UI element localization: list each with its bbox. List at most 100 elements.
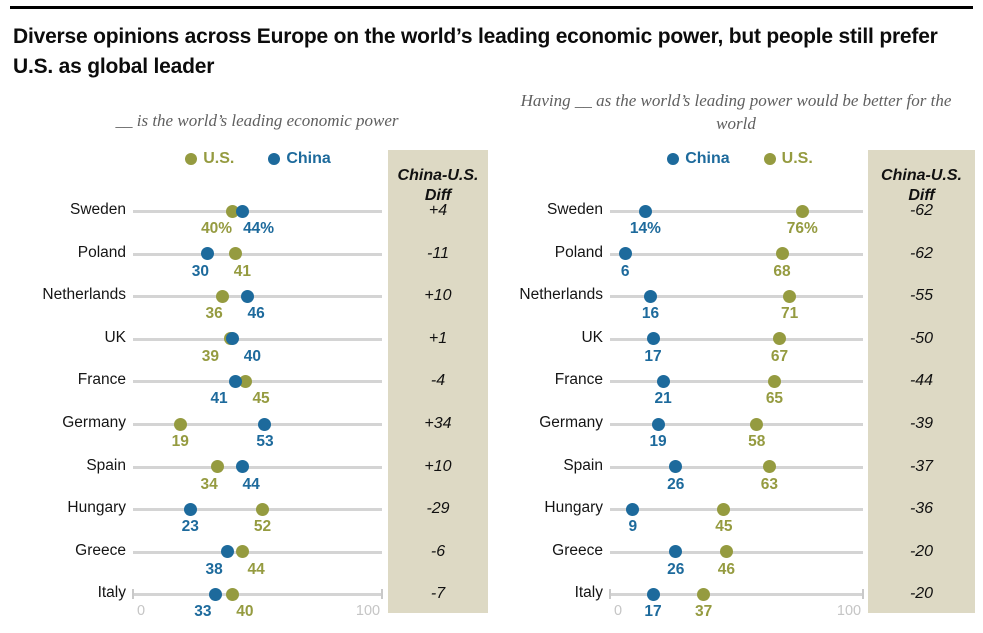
china-dot: [646, 332, 660, 346]
right-chart-legend: China U.S.: [612, 150, 868, 168]
legend-item-china: China: [268, 150, 331, 168]
china-dot: [643, 289, 657, 303]
country-label: UK: [581, 328, 603, 346]
country-label: France: [554, 371, 603, 389]
track-line: [133, 337, 382, 341]
diff-column-header: China-U.S. Diff: [397, 167, 479, 204]
diff-value: -29: [426, 500, 450, 518]
legend-item-china: China: [667, 150, 730, 168]
us-dot: [173, 417, 187, 431]
china-dot: [258, 417, 272, 431]
us-dot: [783, 289, 797, 303]
left-chart-subtitle: __ is the world’s leading economic power: [115, 111, 399, 130]
us-value-label: 63: [760, 475, 778, 493]
china-value-label: 46: [247, 305, 265, 323]
axis-start-tick: [609, 589, 611, 600]
track-line: [610, 380, 863, 384]
legend-label: China: [286, 150, 331, 167]
china-value-label: 21: [654, 390, 672, 408]
us-dot: [211, 460, 225, 474]
legend-label: U.S.: [203, 150, 235, 167]
us-dot: [255, 502, 269, 516]
us-dot: [228, 247, 242, 261]
us-dot: [762, 460, 776, 474]
china-value-label: 44%: [243, 220, 275, 237]
country-label: Poland: [554, 243, 603, 261]
left-chart-legend: U.S. China: [133, 150, 383, 168]
track-line: [133, 465, 382, 469]
country-label: Poland: [77, 243, 126, 261]
country-label: Germany: [62, 414, 126, 431]
track-line: [133, 295, 382, 299]
track-line: [610, 423, 863, 426]
us-value-label: 65: [765, 390, 784, 408]
right-diff-column: China-U.S. Diff: [868, 150, 975, 613]
axis-label-min: 0: [136, 603, 146, 620]
us-dot: [750, 417, 764, 431]
diff-column-header: China-U.S. Diff: [881, 167, 962, 204]
country-label: Italy: [97, 584, 126, 602]
country-label: UK: [104, 328, 126, 346]
china-dot: [651, 417, 665, 431]
china-dot: [236, 204, 250, 218]
track-line: [610, 593, 863, 597]
diff-value: -36: [909, 500, 934, 518]
axis-end-tick: [862, 589, 864, 600]
china-value-label: 17: [644, 347, 662, 365]
us-dot: [719, 545, 733, 559]
china-legend-dot-icon: [268, 153, 281, 165]
diff-value: +34: [424, 415, 452, 432]
china-dot: [221, 545, 235, 559]
us-value-label: 67: [770, 347, 789, 365]
diff-value: -20: [909, 542, 934, 560]
legend-item-us: U.S.: [763, 150, 813, 168]
diff-value: -39: [909, 415, 934, 432]
us-value-label: 36: [205, 305, 223, 323]
country-label: Hungary: [67, 499, 126, 517]
us-dot: [795, 204, 809, 218]
diff-value: -62: [909, 244, 934, 262]
us-value-label: 68: [773, 262, 791, 280]
track-line: [610, 252, 863, 256]
left-diff-column: China-U.S. Diff: [388, 150, 488, 613]
track-line: [610, 508, 863, 512]
track-line: [610, 337, 863, 341]
china-dot: [669, 460, 683, 474]
china-legend-dot-icon: [667, 153, 680, 165]
china-value-label: 26: [667, 560, 685, 578]
country-label: Germany: [539, 414, 603, 431]
page-title: Diverse opinions across Europe on the wo…: [13, 25, 938, 78]
diff-value: -6: [430, 542, 446, 560]
china-value-label: 6: [620, 262, 630, 280]
us-dot: [238, 374, 252, 388]
us-value-label: 40: [236, 603, 254, 621]
country-label: Sweden: [69, 201, 126, 218]
us-value-label: 45: [252, 390, 270, 408]
us-value-label: 71: [781, 305, 799, 323]
us-dot: [697, 587, 711, 601]
diff-value: +10: [424, 287, 452, 305]
legend-label: China: [685, 150, 730, 167]
china-value-label: 14%: [629, 220, 661, 237]
china-dot: [226, 332, 240, 346]
right-chart-subtitle: Having __ as the world’s leading power w…: [520, 91, 952, 133]
us-dot: [226, 587, 240, 601]
diff-value: -55: [909, 287, 934, 305]
diff-value: +1: [428, 329, 448, 347]
china-value-label: 40: [243, 347, 261, 365]
diff-value: -44: [909, 372, 934, 390]
country-label: Netherlands: [519, 286, 603, 304]
track-line: [133, 550, 382, 554]
track-line: [610, 465, 863, 469]
us-value-label: 34: [200, 475, 218, 493]
china-value-label: 19: [649, 433, 667, 450]
us-value-label: 76%: [786, 220, 818, 237]
track-line: [610, 210, 863, 213]
china-dot: [201, 247, 215, 261]
diff-value: -37: [909, 457, 934, 475]
diff-value: -4: [430, 372, 446, 390]
top-rule: [10, 6, 973, 9]
diff-value: -62: [909, 202, 934, 219]
china-dot: [236, 460, 250, 474]
us-dot: [773, 332, 786, 346]
